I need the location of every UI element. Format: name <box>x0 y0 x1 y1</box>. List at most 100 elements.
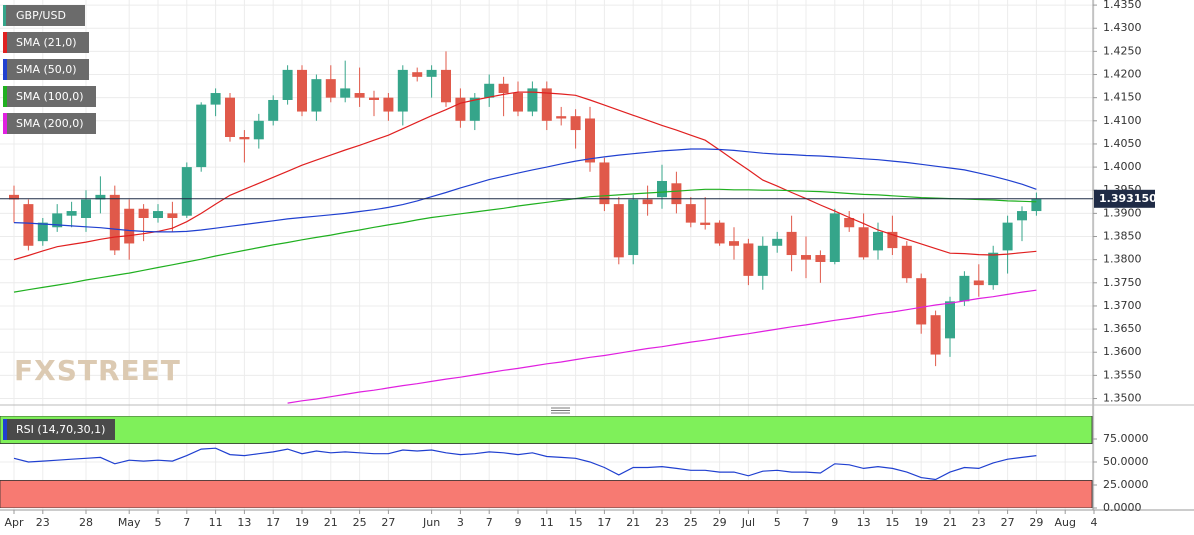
candle-body <box>786 231 797 256</box>
legend-marker <box>3 32 7 53</box>
legend-box <box>3 86 96 107</box>
x-tick-label: Apr <box>4 516 24 529</box>
y-tick-label: 1.4200 <box>1103 68 1142 81</box>
candle-body <box>1031 199 1042 212</box>
rsi-bands <box>0 416 1093 508</box>
candle-body <box>959 275 970 302</box>
x-tick-label: 9 <box>515 516 522 529</box>
x-tick-label: 25 <box>353 516 367 529</box>
legend-marker <box>3 113 7 134</box>
candle-body <box>441 69 451 103</box>
candle-body <box>196 104 207 168</box>
x-tick-label: 27 <box>1001 516 1015 529</box>
candle-body <box>585 118 595 163</box>
legend-box <box>3 5 85 26</box>
candle-body <box>815 255 826 262</box>
candle-body <box>153 211 163 219</box>
candle-body <box>642 199 653 205</box>
candle-body <box>887 231 898 249</box>
legend-label: SMA (100,0) <box>16 90 84 103</box>
x-tick-label: 7 <box>183 516 190 529</box>
price-plot <box>9 51 1042 404</box>
x-tick-label: 21 <box>943 516 957 529</box>
y-tick-label: 1.3900 <box>1103 206 1142 219</box>
candle-body <box>657 180 667 198</box>
candle-body <box>124 208 135 244</box>
candle-body <box>109 194 120 251</box>
rsi-band <box>0 416 1093 445</box>
candle-body <box>613 204 624 258</box>
y-tick-label: 1.4300 <box>1103 21 1142 34</box>
x-tick-label: 23 <box>655 516 669 529</box>
y-tick-label: 1.4050 <box>1103 137 1142 150</box>
candle-body <box>397 69 408 112</box>
y-tick-label: 1.4350 <box>1103 0 1142 11</box>
candle-body <box>325 79 336 98</box>
y-tick-label: 1.3600 <box>1103 345 1142 358</box>
candle-body <box>556 116 567 119</box>
candle-body <box>412 72 423 77</box>
candle-body <box>700 222 711 225</box>
y-tick-label: 50.0000 <box>1103 455 1149 468</box>
sma-line <box>13 148 1037 233</box>
x-tick-label: 3 <box>457 516 464 529</box>
y-tick-label: 1.4250 <box>1103 44 1142 57</box>
x-tick-label: Jul <box>741 516 755 529</box>
legend-label: SMA (200,0) <box>16 117 84 130</box>
y-tick-label: 1.4000 <box>1103 160 1142 173</box>
x-tick-label: 11 <box>540 516 554 529</box>
y-tick-label: 1.4150 <box>1103 91 1142 104</box>
candle-body <box>973 280 984 286</box>
candle-body <box>138 208 149 219</box>
x-tick-label: May <box>118 516 141 529</box>
x-tick-label: 21 <box>324 516 338 529</box>
candle-body <box>282 69 293 100</box>
x-tick-label: 21 <box>626 516 640 529</box>
candle-body <box>844 218 855 228</box>
legend-marker <box>3 86 7 107</box>
x-tick-label: 25 <box>684 516 698 529</box>
candle-body <box>225 97 235 138</box>
watermark: FXSTREET <box>14 354 181 387</box>
candle-body <box>901 245 912 279</box>
x-tick-label: 17 <box>266 516 280 529</box>
candle-body <box>513 93 523 112</box>
candle-body <box>873 231 883 251</box>
legend-marker <box>3 419 7 440</box>
candle-body <box>311 79 322 112</box>
candle-body <box>268 99 279 121</box>
candle-body <box>599 162 610 205</box>
candle-body <box>729 241 739 246</box>
resize-handle[interactable] <box>551 407 570 414</box>
x-tick-label: 23 <box>972 516 986 529</box>
candle-body <box>81 199 91 219</box>
candle-body <box>297 69 307 112</box>
candle-body <box>469 97 480 121</box>
sma-line <box>287 289 1037 404</box>
candle-body <box>383 97 394 112</box>
x-tick-label: 5 <box>774 516 781 529</box>
x-tick-label: 13 <box>237 516 251 529</box>
legend-label: RSI (14,70,30,1) <box>16 423 105 436</box>
sma-line <box>13 91 1037 261</box>
legend-box <box>3 419 115 440</box>
x-tick-label: Jun <box>422 516 440 529</box>
candle-body <box>37 222 48 242</box>
candle-body <box>988 252 999 286</box>
rsi-plot <box>13 447 1037 481</box>
x-tick-label: 7 <box>486 516 493 529</box>
y-tick-label: 1.3700 <box>1103 299 1142 312</box>
candle-body <box>1017 211 1027 221</box>
candle-body <box>23 204 34 246</box>
candle-body <box>743 243 754 276</box>
candle-body <box>801 255 811 260</box>
candle-body <box>1002 222 1013 251</box>
candle-body <box>930 315 941 355</box>
x-tick-label: 11 <box>209 516 223 529</box>
candle-body <box>527 88 538 112</box>
y-tick-label: 75.0000 <box>1103 432 1149 445</box>
x-tick-label: 4 <box>1091 516 1098 529</box>
candle-body <box>671 183 682 205</box>
